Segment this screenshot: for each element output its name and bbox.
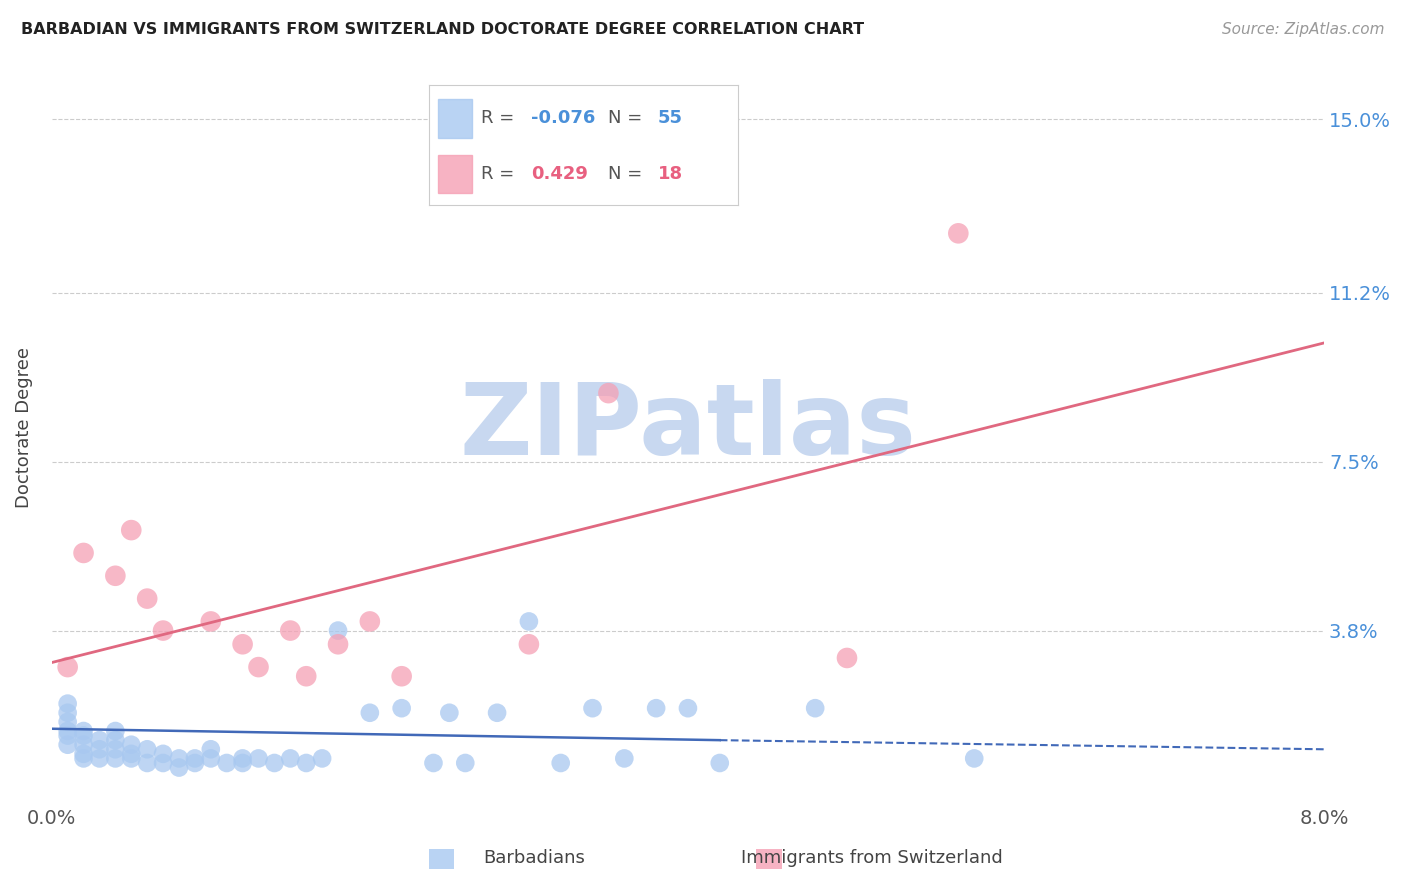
Point (278, 751, 301, 765)
Text: 0.429: 0.429 (531, 165, 588, 183)
Point (391, 701, 413, 715)
Point (200, 615, 222, 629)
Point (517, 615, 540, 629)
Point (486, 706, 509, 720)
Text: 18: 18 (658, 165, 683, 183)
Text: BARBADIAN VS IMMIGRANTS FROM SWITZERLAND DOCTORATE DEGREE CORRELATION CHART: BARBADIAN VS IMMIGRANTS FROM SWITZERLAND… (21, 22, 865, 37)
Point (167, 760, 190, 774)
Point (278, 624, 301, 638)
Point (359, 615, 381, 629)
Point (104, 742, 127, 756)
Point (247, 660, 270, 674)
Point (56, 660, 79, 674)
Point (804, 701, 827, 715)
Point (439, 706, 461, 720)
Point (709, 756, 731, 770)
Point (391, 669, 413, 683)
Point (104, 568, 127, 582)
Text: R =: R = (481, 110, 520, 128)
Point (56, 738, 79, 752)
Point (184, 756, 207, 770)
Point (72, 747, 94, 761)
Point (232, 637, 254, 651)
Text: ZIPatlas: ZIPatlas (460, 379, 917, 475)
Bar (439, 154, 472, 193)
Point (120, 738, 142, 752)
Point (56, 697, 79, 711)
Point (152, 756, 174, 770)
Point (598, 386, 620, 401)
Point (89, 733, 111, 747)
Text: N =: N = (609, 165, 648, 183)
Point (136, 756, 159, 770)
Point (645, 701, 668, 715)
Point (136, 742, 159, 756)
Point (72, 751, 94, 765)
Point (232, 756, 254, 770)
Bar (439, 99, 472, 137)
Text: -0.076: -0.076 (531, 110, 595, 128)
Point (311, 751, 333, 765)
Point (56, 729, 79, 743)
Point (89, 751, 111, 765)
Point (454, 756, 477, 770)
Point (613, 751, 636, 765)
Point (422, 756, 444, 770)
Text: Source: ZipAtlas.com: Source: ZipAtlas.com (1222, 22, 1385, 37)
Point (120, 523, 142, 537)
Point (232, 751, 254, 765)
Text: 55: 55 (658, 110, 683, 128)
Point (326, 637, 349, 651)
Point (167, 751, 190, 765)
Point (136, 591, 159, 606)
Point (184, 751, 207, 765)
Point (72, 546, 94, 560)
Point (152, 747, 174, 761)
Point (200, 751, 222, 765)
Text: N =: N = (609, 110, 648, 128)
Point (247, 751, 270, 765)
Point (72, 738, 94, 752)
Point (948, 227, 970, 241)
Point (963, 751, 986, 765)
Point (56, 724, 79, 739)
Point (550, 756, 572, 770)
Point (56, 706, 79, 720)
Point (676, 701, 699, 715)
Point (581, 701, 603, 715)
Point (326, 624, 349, 638)
Point (295, 756, 318, 770)
Point (359, 706, 381, 720)
Point (215, 756, 238, 770)
Point (295, 669, 318, 683)
Point (89, 742, 111, 756)
Point (263, 756, 285, 770)
Point (517, 637, 540, 651)
Point (120, 747, 142, 761)
Point (104, 751, 127, 765)
Point (835, 651, 858, 665)
Text: R =: R = (481, 165, 520, 183)
Point (72, 724, 94, 739)
Point (200, 742, 222, 756)
Point (152, 624, 174, 638)
Text: Immigrants from Switzerland: Immigrants from Switzerland (741, 849, 1002, 867)
Point (104, 724, 127, 739)
Point (104, 733, 127, 747)
Point (72, 729, 94, 743)
Y-axis label: Doctorate Degree: Doctorate Degree (15, 347, 32, 508)
Point (56, 714, 79, 729)
Point (120, 751, 142, 765)
Text: Barbadians: Barbadians (484, 849, 585, 867)
